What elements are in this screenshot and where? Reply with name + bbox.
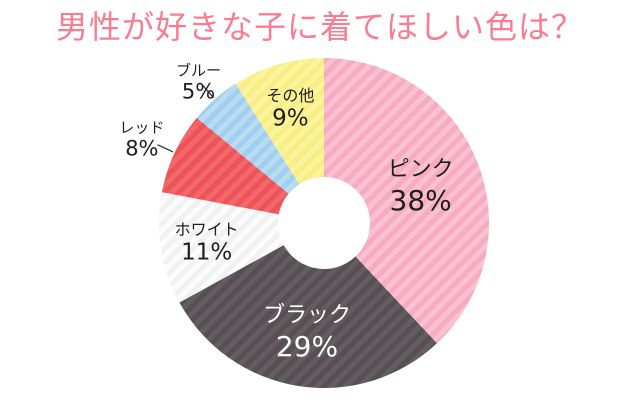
slice-label-name-pink: ピンク [388, 157, 454, 182]
slice-label-name-black: ブラック [263, 303, 351, 328]
pie-slice-blue [196, 83, 300, 194]
slice-label-pct-white: 11% [181, 240, 232, 266]
leader-line-red [157, 144, 174, 153]
leader-line-blue [201, 84, 215, 99]
slice-label-name-other: その他 [266, 86, 314, 105]
slice-label-pct-pink: 38% [390, 184, 452, 217]
pie-slice-other [235, 58, 324, 185]
pie-slice-red [161, 117, 289, 215]
chart-title: 男性が好きな子に着てほしい色は？ [55, 8, 584, 46]
slice-label-pct-red: 8% [125, 136, 158, 160]
pie-slice-pink [324, 58, 489, 344]
slice-label-name-blue: ブルー [176, 62, 221, 80]
slice-label-pct-blue: 5% [182, 80, 215, 104]
pie-slice-black [179, 245, 437, 388]
slice-label-name-white: ホワイト [175, 220, 239, 239]
pie-slice-white [159, 192, 284, 303]
slice-label-name-red: レッド [119, 118, 164, 136]
slice-label-pct-black: 29% [276, 330, 338, 363]
slice-label-pct-other: 9% [272, 105, 309, 131]
